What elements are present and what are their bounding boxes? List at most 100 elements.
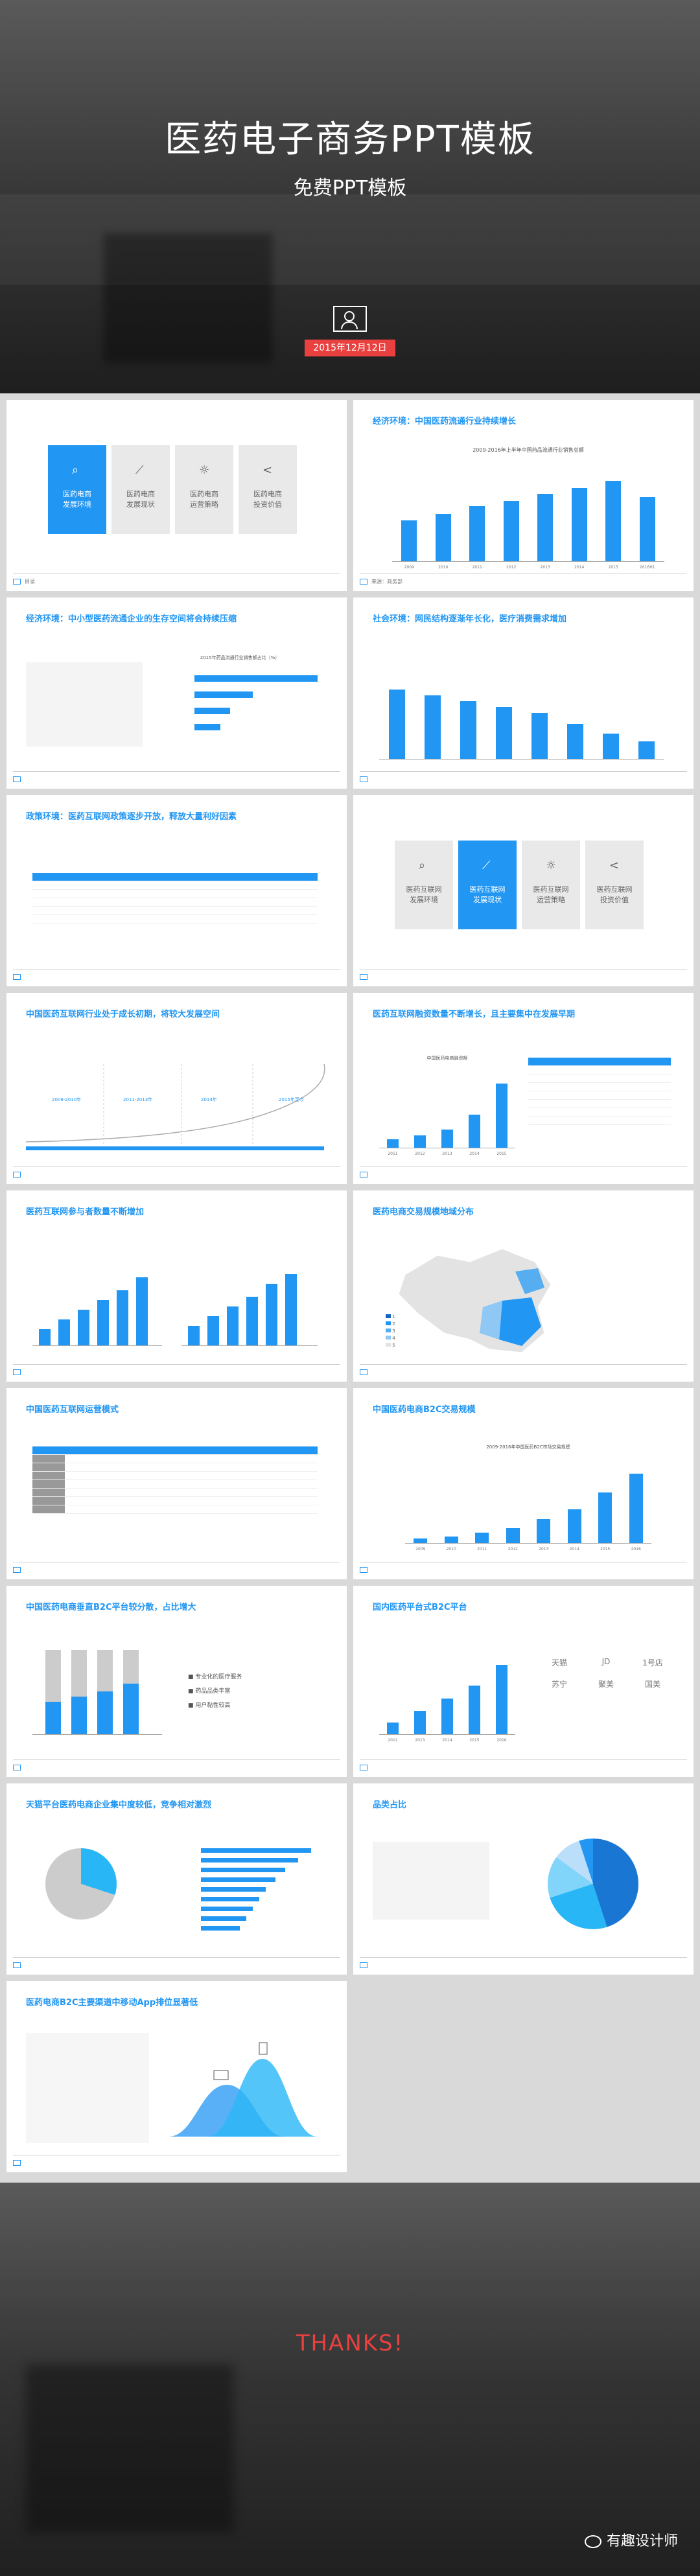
bar bbox=[39, 1329, 51, 1345]
tick-label: 2013 bbox=[415, 1738, 425, 1743]
toc-tile-1[interactable]: ⌕ 医药电商 发展环境 bbox=[48, 445, 106, 534]
brand-logo: 国美 bbox=[644, 1680, 660, 1689]
end-slide: THANKS! 有趣设计师 bbox=[0, 2183, 700, 2576]
x-axis bbox=[379, 759, 664, 760]
bar bbox=[444, 1536, 458, 1543]
logo-icon bbox=[13, 1765, 21, 1770]
slide-b2c-size: 中国医药电商B2C交易规模 2009-2016年中国医药B2C市场交易规模 20… bbox=[353, 1388, 694, 1579]
logo-icon bbox=[360, 1172, 368, 1178]
bar bbox=[45, 1702, 61, 1734]
cover-date: 2015年12月12日 bbox=[305, 340, 395, 356]
toc-tile-2[interactable]: ⟋ 医药电商 发展现状 bbox=[111, 445, 170, 534]
slide-stages: 中国医药互联网行业处于成长初期，将较大发展空间 2008-2010年 2011-… bbox=[6, 993, 347, 1184]
chart-icon: ⟋ bbox=[482, 859, 491, 872]
bar bbox=[598, 1492, 612, 1543]
list-item: ■ 专业化的医疗服务 bbox=[188, 1674, 242, 1680]
map-legend: 1 2 3 4 5 bbox=[386, 1314, 395, 1349]
toc-tile-label: 医药电商 投资价值 bbox=[253, 490, 282, 509]
bar bbox=[468, 1685, 481, 1734]
tick-label: 2012 bbox=[508, 1547, 518, 1551]
slide-title: 医药电商交易规模地域分布 bbox=[373, 1207, 474, 1217]
brand-logo: 天猫 bbox=[551, 1658, 567, 1667]
share-icon: < bbox=[609, 859, 620, 872]
bar bbox=[227, 1306, 239, 1345]
footer-line bbox=[360, 771, 687, 772]
cover-blur-band bbox=[0, 194, 700, 285]
brand-logo: JD bbox=[601, 1657, 611, 1666]
stage-label: 2014年 bbox=[201, 1097, 217, 1102]
hbar bbox=[201, 1887, 266, 1892]
cover-slide: 医药电子商务PPT模板 免费PPT模板 2015年12月12日 bbox=[0, 0, 700, 393]
text-block bbox=[26, 662, 143, 747]
tick-label: 2011 bbox=[472, 565, 482, 570]
bar bbox=[389, 689, 405, 759]
bar bbox=[435, 513, 451, 561]
brand-logo: 1号店 bbox=[642, 1658, 663, 1667]
toc-tile-label: 医药互联网 发展环境 bbox=[406, 885, 442, 904]
map-region-high bbox=[499, 1297, 541, 1346]
tick-label: 2016 bbox=[496, 1738, 507, 1743]
slide-policy: 政策环境：医药互联网政策逐步开放，释放大量利好因素 bbox=[6, 795, 347, 986]
slide-toc-1: ⌕ 医药电商 发展环境 ⟋ 医药电商 发展现状 ☼ 医药电商 运营策略 < 医药电商 投… bbox=[6, 400, 347, 591]
search-icon: ⌕ bbox=[72, 463, 79, 477]
brand-logo: 苏宁 bbox=[551, 1680, 567, 1689]
bar bbox=[414, 1710, 426, 1734]
logo-icon bbox=[360, 1567, 368, 1573]
bar bbox=[567, 1509, 581, 1543]
hbar bbox=[194, 708, 230, 714]
tick-label: 2014 bbox=[442, 1738, 452, 1743]
toc-tile-4[interactable]: < 医药电商 投资价值 bbox=[239, 445, 297, 534]
cover-subtitle: 免费PPT模板 bbox=[293, 177, 407, 200]
growth-curve bbox=[26, 1063, 325, 1143]
hbar bbox=[201, 1897, 259, 1901]
footer-line bbox=[13, 1364, 340, 1365]
bar bbox=[531, 712, 548, 759]
bar bbox=[441, 1130, 454, 1148]
legend-label: 4 bbox=[392, 1336, 395, 1341]
slide-platforms: 国内医药平台式B2C平台 2012 2013 2014 2015 2016 天猫 JD … bbox=[353, 1586, 694, 1777]
bar bbox=[136, 1277, 148, 1345]
list-item: ■ 药品品类丰富 bbox=[188, 1688, 231, 1695]
tick-label: 2012 bbox=[506, 565, 517, 570]
chart-b2c: 2009-2016年中国医药B2C市场交易规模 2009 2010 2011 2012… bbox=[405, 1445, 651, 1551]
logo-icon bbox=[13, 776, 21, 782]
tick-label: 2013 bbox=[442, 1152, 452, 1156]
tick-label: 2014 bbox=[469, 1152, 480, 1156]
bar bbox=[425, 695, 441, 759]
list-item-label: 药品品类丰富 bbox=[195, 1688, 231, 1695]
chart-users bbox=[379, 669, 664, 760]
stacked-chart bbox=[32, 1644, 162, 1735]
slide-map: 医药电商交易规模地域分布 1 2 3 4 5 bbox=[353, 1190, 694, 1382]
wechat-icon bbox=[584, 2535, 601, 2548]
chart-title: 2015年药品流通行业销售额占比（%） bbox=[200, 655, 280, 660]
desktop-icon bbox=[213, 2070, 229, 2080]
toc-tile-4[interactable]: < 医药互联网 投资价值 bbox=[585, 841, 644, 929]
slide-economy-1: 经济环境：中国医药流通行业持续增长 2009-2016年上半年中国药品流通行业销… bbox=[353, 400, 694, 591]
tick-label: 2011 bbox=[477, 1547, 487, 1551]
toc-tile-3[interactable]: ☼ 医药电商 运营策略 bbox=[175, 445, 233, 534]
pie-chart bbox=[45, 1848, 117, 1920]
slide-title: 医药电商B2C主要渠道中移动App排位显著低 bbox=[26, 1998, 198, 2008]
x-axis bbox=[32, 1734, 162, 1735]
logo-icon bbox=[13, 1172, 21, 1178]
end-truck-image bbox=[26, 2364, 233, 2533]
hbar bbox=[201, 1907, 253, 1911]
bar bbox=[629, 1473, 643, 1543]
toc-tile-1[interactable]: ⌕ 医药互联网 发展环境 bbox=[395, 841, 453, 929]
bar bbox=[639, 497, 655, 561]
slide-title: 品类占比 bbox=[373, 1800, 407, 1810]
toc-tile-3[interactable]: ☼ 医药互联网 运营策略 bbox=[522, 841, 580, 929]
slide-participants: 医药互联网参与者数量不断增加 bbox=[6, 1190, 347, 1382]
toc-tile-2[interactable]: ⟋ 医药互联网 发展现状 bbox=[458, 841, 517, 929]
hbar bbox=[194, 724, 220, 730]
slide-economy-2: 经济环境：中小型医药流通企业的生存空间将会持续压缩 2015年药品流通行业销售额… bbox=[6, 598, 347, 789]
tick-label: 2015 bbox=[496, 1152, 507, 1156]
chart-title: 2009-2016年中国医药B2C市场交易规模 bbox=[486, 1445, 570, 1450]
hbar bbox=[201, 1877, 275, 1882]
chart-title: 2009-2016年上半年中国药品流通行业销售总额 bbox=[472, 447, 584, 453]
legend-label: 1 bbox=[392, 1314, 395, 1319]
bar bbox=[246, 1297, 258, 1345]
channel-hill bbox=[207, 2059, 318, 2137]
chart-left bbox=[32, 1262, 162, 1346]
x-axis bbox=[32, 1345, 162, 1346]
